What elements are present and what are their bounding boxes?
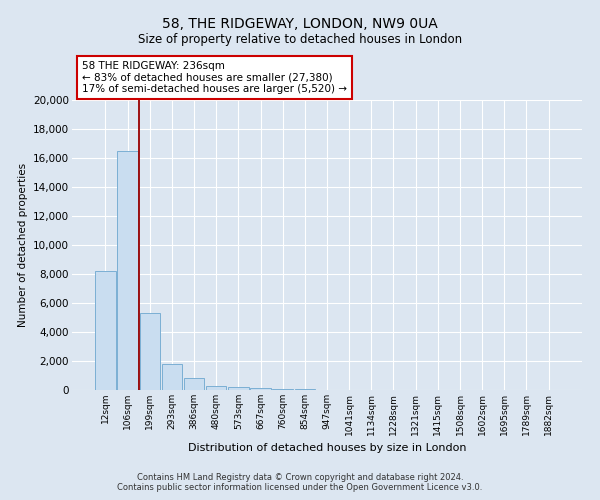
Bar (295, 389, 315, 390)
Bar (184, 378, 204, 390)
Text: Contains public sector information licensed under the Open Government Licence v3: Contains public sector information licen… (118, 483, 482, 492)
Text: 58, THE RIDGEWAY, LONDON, NW9 0UA: 58, THE RIDGEWAY, LONDON, NW9 0UA (162, 18, 438, 32)
X-axis label: Distribution of detached houses by size in London: Distribution of detached houses by size … (188, 443, 466, 453)
Text: 58 THE RIDGEWAY: 236sqm
← 83% of detached houses are smaller (27,380)
17% of sem: 58 THE RIDGEWAY: 236sqm ← 83% of detache… (82, 61, 347, 94)
Bar (95, 271, 116, 390)
Text: Size of property relative to detached houses in London: Size of property relative to detached ho… (138, 32, 462, 46)
Bar (272, 388, 293, 390)
Bar (206, 386, 226, 390)
Bar (250, 388, 271, 390)
Bar (118, 151, 138, 390)
Text: Contains HM Land Registry data © Crown copyright and database right 2024.: Contains HM Land Registry data © Crown c… (137, 473, 463, 482)
Y-axis label: Number of detached properties: Number of detached properties (17, 163, 28, 327)
Bar (161, 364, 182, 390)
Bar (228, 387, 248, 390)
Bar (140, 313, 160, 390)
